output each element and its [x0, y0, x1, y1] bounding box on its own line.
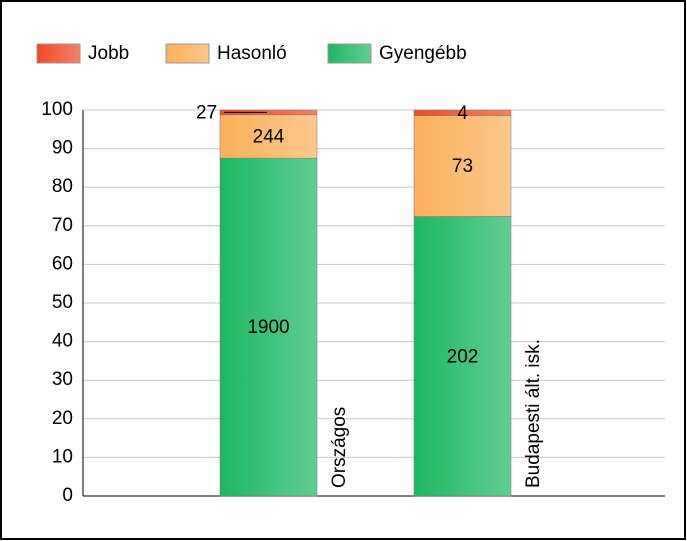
data-label: 4: [457, 103, 468, 124]
y-tick-label: 0: [62, 485, 73, 506]
y-tick-label: 20: [52, 408, 73, 429]
legend-swatch: [36, 43, 81, 64]
legend-label: Gyengébb: [379, 43, 467, 64]
bar-segment: [413, 115, 512, 217]
data-label: 27: [196, 102, 217, 123]
bar-segment: [413, 109, 512, 116]
data-label: 1900: [247, 317, 289, 338]
bar-segment: [219, 109, 318, 116]
bar-segment: [219, 114, 318, 159]
legend-swatch: [327, 43, 372, 64]
y-tick-label: 40: [52, 331, 73, 352]
y-tick-label: 30: [52, 369, 73, 390]
x-tick-label: Országos: [329, 407, 350, 488]
y-tick-label: 50: [52, 292, 73, 313]
y-tick-label: 60: [52, 253, 73, 274]
bar-segment: [413, 216, 512, 497]
data-label: 73: [452, 156, 473, 177]
data-label: 202: [447, 346, 479, 367]
y-tick-label: 10: [52, 446, 73, 467]
y-tick-label: 80: [52, 176, 73, 197]
legend-label: Hasonló: [217, 43, 287, 64]
y-tick-label: 100: [41, 99, 73, 120]
x-tick-label: Budapesti ált. isk.: [523, 339, 544, 488]
y-tick-label: 90: [52, 138, 73, 159]
data-label: 244: [253, 127, 285, 148]
bar-segment: [219, 157, 318, 497]
legend-label: Jobb: [88, 43, 129, 64]
y-tick-label: 70: [52, 215, 73, 236]
legend-swatch: [165, 43, 210, 64]
